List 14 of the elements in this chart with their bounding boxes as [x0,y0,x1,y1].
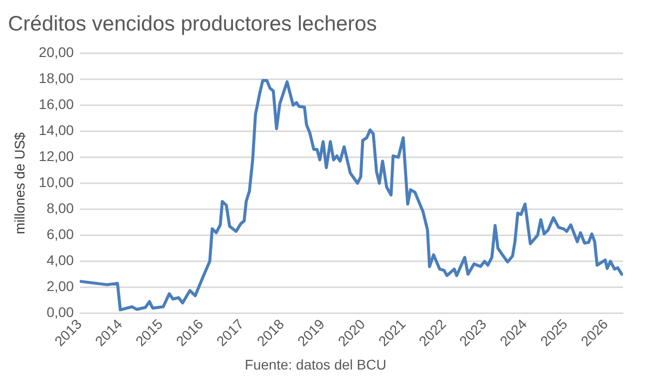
y-tick-label: 14,00 [38,122,74,138]
y-tick-label: 20,00 [38,44,74,60]
y-tick-label: 16,00 [38,96,74,112]
y-tick-label: 18,00 [38,70,74,86]
y-tick-label: 6,00 [46,226,74,242]
source-note: Fuente: datos del BCU [244,356,386,372]
y-tick-label: 10,00 [38,174,74,190]
chart-title: Créditos vencidos productores lecheros [8,12,377,36]
y-tick-label: 8,00 [46,200,74,216]
y-tick-label: 0,00 [46,304,74,320]
y-tick-label: 2,00 [46,278,74,294]
y-tick-label: 12,00 [38,148,74,164]
y-tick-label: 4,00 [46,252,74,268]
y-axis-title: millones de US$ [11,132,28,234]
